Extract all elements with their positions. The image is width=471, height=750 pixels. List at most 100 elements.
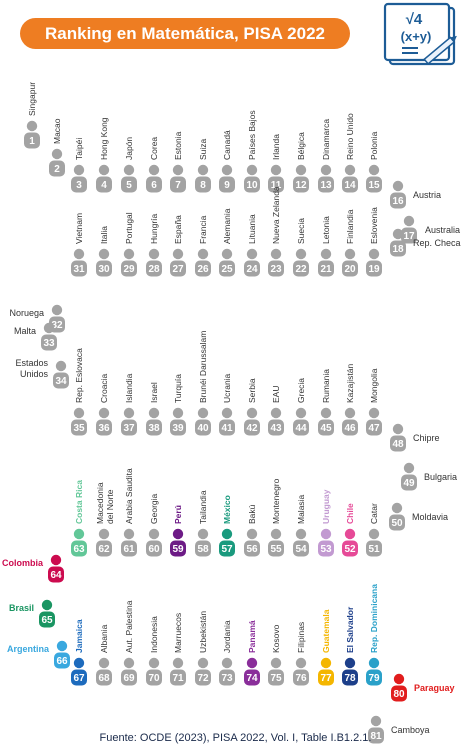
rank-number: 71 xyxy=(172,673,184,684)
person-head xyxy=(98,407,110,419)
rank-number: 28 xyxy=(148,264,160,275)
person-marker: 11 Irlanda xyxy=(268,134,284,193)
country-label: Reino Unido xyxy=(345,113,355,160)
person-head xyxy=(148,407,160,419)
rank-number: 2 xyxy=(54,164,60,175)
country-label: Singapur xyxy=(27,82,37,116)
rank-number: 56 xyxy=(246,544,258,555)
person-body xyxy=(195,260,211,277)
country-label: Lituania xyxy=(247,214,257,244)
country-label: Jamaica xyxy=(74,619,84,653)
person-head xyxy=(98,164,110,176)
rank-number: 79 xyxy=(368,673,380,684)
person-body xyxy=(96,260,112,277)
person-marker: 70 Indonesia xyxy=(146,616,162,686)
person-head xyxy=(246,407,258,419)
person-head xyxy=(123,407,135,419)
person-body xyxy=(71,260,87,277)
country-label: Corea xyxy=(149,137,159,160)
person-body xyxy=(318,540,334,557)
person-head xyxy=(51,304,63,316)
person-head xyxy=(246,657,258,669)
country-label: Turquía xyxy=(173,374,183,403)
person-head xyxy=(98,528,110,540)
person-head xyxy=(148,164,160,176)
rank-number: 45 xyxy=(320,423,332,434)
person-body xyxy=(293,540,309,557)
person-head xyxy=(197,657,209,669)
person-head xyxy=(50,554,62,566)
country-label: Tailandia xyxy=(198,490,208,524)
rank-number: 53 xyxy=(320,544,332,555)
country-label: Brunéi Darussalam xyxy=(198,331,208,403)
rank-number: 77 xyxy=(320,673,332,684)
country-label: Hungría xyxy=(149,213,159,244)
person-head xyxy=(295,657,307,669)
person-head xyxy=(368,248,380,260)
rank-number: 75 xyxy=(270,673,282,684)
country-label: Hong Kong xyxy=(99,117,109,160)
country-label: Chipre xyxy=(413,433,440,443)
person-marker: 10 Países Bajos xyxy=(244,110,260,193)
country-label: Moldavia xyxy=(412,512,448,522)
person-marker: 8 Suiza xyxy=(195,138,211,193)
person-body xyxy=(219,176,235,193)
rank-number: 24 xyxy=(246,264,258,275)
person-body xyxy=(146,176,162,193)
country-label: Uzbekistán xyxy=(198,611,208,653)
person-marker: 18 Rep. Checa xyxy=(390,228,461,257)
person-head xyxy=(98,248,110,260)
country-label: Jordania xyxy=(222,620,232,653)
person-marker: 41 Ucrania xyxy=(219,373,235,436)
person-marker: 49 Bulgaria xyxy=(401,462,457,491)
person-marker: 37 Islandia xyxy=(121,373,137,436)
country-label: Malasia xyxy=(296,494,306,524)
country-label: Canadá xyxy=(222,130,232,160)
person-head xyxy=(197,248,209,260)
rank-number: 38 xyxy=(148,423,160,434)
person-body xyxy=(268,260,284,277)
person-head xyxy=(295,407,307,419)
rank-number: 25 xyxy=(221,264,233,275)
person-marker: 57 México xyxy=(219,495,235,557)
person-body xyxy=(71,176,87,193)
country-label: Albania xyxy=(99,624,109,653)
country-label: Serbia xyxy=(247,378,257,403)
person-marker: 29 Portugal xyxy=(121,212,137,277)
person-head xyxy=(197,528,209,540)
person-head xyxy=(403,462,415,474)
country-label: Kazajistán xyxy=(345,364,355,403)
rank-number: 70 xyxy=(148,673,160,684)
rank-number: 6 xyxy=(151,180,157,191)
rank-number: 31 xyxy=(73,264,85,275)
country-label: Croacia xyxy=(99,373,109,403)
person-head xyxy=(246,248,258,260)
rank-number: 21 xyxy=(320,264,332,275)
person-body xyxy=(366,540,382,557)
country-label: México xyxy=(222,495,232,524)
person-body xyxy=(366,419,382,436)
rank-number: 32 xyxy=(51,320,63,331)
person-head xyxy=(73,248,85,260)
rank-number: 42 xyxy=(246,423,258,434)
person-head xyxy=(148,248,160,260)
person-marker: 15 Polonia xyxy=(366,131,382,193)
person-body xyxy=(293,419,309,436)
country-label: Suiza xyxy=(198,138,208,160)
country-label: Panamá xyxy=(247,620,257,653)
country-label: EAU xyxy=(271,386,281,403)
person-head xyxy=(368,657,380,669)
person-body xyxy=(366,176,382,193)
person-body xyxy=(244,419,260,436)
person-head xyxy=(295,164,307,176)
rank-number: 9 xyxy=(224,180,230,191)
country-label: Portugal xyxy=(124,212,134,244)
country-label: Argentina xyxy=(7,644,50,654)
person-head xyxy=(221,407,233,419)
person-head xyxy=(123,164,135,176)
rank-number: 46 xyxy=(344,423,356,434)
person-body xyxy=(401,227,417,244)
rank-number: 1 xyxy=(29,136,35,147)
rank-number: 55 xyxy=(270,544,282,555)
person-marker: 79 Rep. Dominicana xyxy=(366,584,382,686)
